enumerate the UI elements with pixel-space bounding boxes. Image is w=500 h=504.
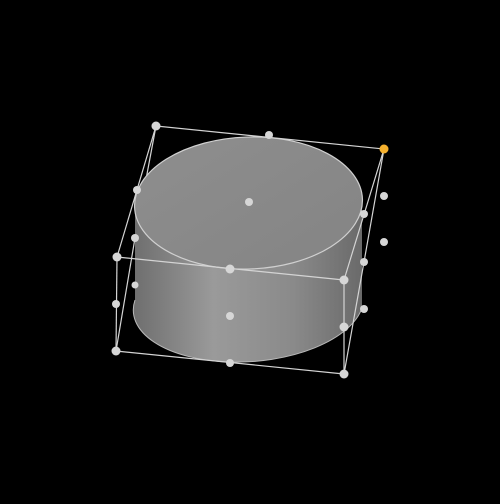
cylinder-object[interactable] [132,133,364,363]
bbox-edge [363,148,385,263]
edge-midpoint-handle[interactable] [360,210,368,218]
edge-midpoint-handle[interactable] [226,359,234,367]
top-center-pivot[interactable] [245,198,253,206]
front-center-pivot[interactable] [226,312,234,320]
edge-midpoint-handle[interactable] [339,322,349,332]
transform-handles[interactable] [111,121,389,379]
corner-handle[interactable] [151,121,161,131]
edge-midpoint-handle[interactable] [112,300,120,308]
corner-handle[interactable] [112,252,122,262]
corner-handle[interactable] [360,258,368,266]
edge-midpoint-handle[interactable] [133,186,141,194]
corner-handle[interactable] [339,275,349,285]
corner-handle[interactable] [380,238,388,246]
corner-handle[interactable] [111,346,121,356]
edge-midpoint-handle[interactable] [225,264,235,274]
edge-midpoint-handle[interactable] [360,305,368,313]
corner-handle[interactable] [131,234,139,242]
edge-midpoint-handle[interactable] [131,281,139,289]
bbox-edge [115,237,136,352]
bbox-edge [343,261,365,375]
edge-midpoint-handle[interactable] [265,131,273,139]
active-corner-handle[interactable] [379,144,389,154]
edge-midpoint-handle[interactable] [380,192,388,200]
corner-handle[interactable] [339,369,349,379]
